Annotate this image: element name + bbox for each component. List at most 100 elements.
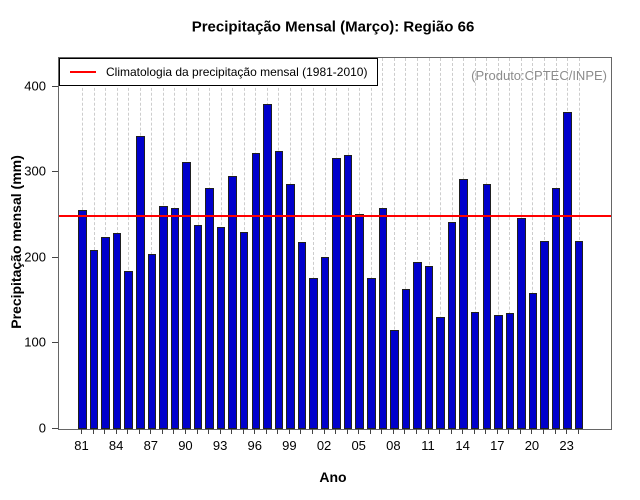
x-axis-tick <box>346 429 348 434</box>
bar-2020 <box>528 292 538 429</box>
bar-1998 <box>274 150 284 429</box>
bar-2005 <box>355 214 364 429</box>
bar-1995 <box>239 232 249 429</box>
bar-2024 <box>574 240 584 429</box>
x-axis-tick-label: 23 <box>559 438 574 453</box>
x-axis-tick-label: 17 <box>490 438 505 453</box>
bar-2003 <box>332 157 341 429</box>
bar-2018 <box>505 312 515 429</box>
x-axis-tick <box>150 429 152 434</box>
bar-2010 <box>413 262 422 429</box>
x-axis-tick <box>450 429 452 434</box>
x-axis-tick-label: 11 <box>421 438 435 453</box>
x-axis-tick <box>531 429 533 434</box>
bar-1987 <box>147 253 157 429</box>
x-axis-tick <box>208 429 210 434</box>
bar-2011 <box>424 266 434 429</box>
x-axis: 81 84 87 90 93 96 99 02 05 08 11 14 17 20 23 <box>58 429 610 474</box>
gridline <box>93 58 95 429</box>
y-axis-tick <box>52 342 58 344</box>
bar-1986 <box>136 136 145 429</box>
x-axis-tick-label: 90 <box>178 438 193 453</box>
x-axis-tick <box>127 429 129 434</box>
bar-2002 <box>320 256 330 429</box>
bar-1999 <box>286 184 295 429</box>
bar-2015 <box>470 311 480 429</box>
x-axis-tick <box>300 429 302 434</box>
x-axis-tick <box>473 429 475 434</box>
x-axis-tick-label: 14 <box>455 438 470 453</box>
x-axis-tick-label: 02 <box>316 438 332 453</box>
bar-2008 <box>390 329 399 429</box>
x-axis-tick <box>231 429 233 434</box>
x-axis-tick <box>519 429 521 434</box>
x-axis-tick <box>254 429 256 434</box>
x-axis-tick <box>323 429 325 434</box>
bar-2007 <box>378 208 388 429</box>
x-axis-tick <box>184 429 186 434</box>
bar-2009 <box>401 288 411 429</box>
bar-1993 <box>216 226 226 429</box>
x-axis-tick <box>577 429 579 434</box>
x-axis-tick <box>115 429 117 434</box>
x-axis-tick <box>554 429 556 434</box>
product-annotation: (Produto:CPTEC/INPE) <box>471 68 607 83</box>
gridline <box>532 58 534 429</box>
gridline <box>440 58 442 429</box>
x-axis-tick-label: 08 <box>386 438 401 453</box>
x-axis-tick <box>161 429 163 434</box>
chart-title: Precipitação Mensal (Março): Região 66 <box>191 18 475 36</box>
x-axis-tick <box>427 429 429 434</box>
x-axis-tick <box>277 429 279 434</box>
x-axis-tick <box>543 429 544 434</box>
x-axis-tick <box>288 429 290 434</box>
gridline <box>393 58 395 429</box>
legend-label: Climatologia da precipitação mensal (198… <box>106 65 368 79</box>
x-axis-tick <box>242 429 244 434</box>
legend: Climatologia da precipitação mensal (198… <box>59 58 379 86</box>
bar-1992 <box>205 188 214 429</box>
climatology-line <box>59 214 611 217</box>
bar-2016 <box>482 184 491 429</box>
gridline <box>497 58 499 429</box>
climatology-line-sample <box>70 71 96 73</box>
gridline <box>405 58 407 429</box>
x-axis-tick <box>381 429 383 434</box>
bar-1994 <box>228 176 237 429</box>
x-axis-tick-label: 05 <box>351 438 366 453</box>
bar-2017 <box>494 315 503 429</box>
bar-1988 <box>159 205 168 429</box>
y-axis-tick <box>52 428 58 429</box>
bar-1991 <box>193 225 203 429</box>
gridline <box>416 58 418 429</box>
gridline <box>324 58 326 429</box>
x-axis-tick <box>358 429 360 434</box>
y-axis-tick <box>52 171 58 173</box>
x-axis-tick <box>369 429 371 434</box>
bar-2000 <box>297 241 307 429</box>
plot-area: Climatologia da precipitação mensal (198… <box>58 57 612 430</box>
gridline <box>370 58 372 429</box>
x-axis-tick-label: 87 <box>143 438 159 453</box>
x-axis-tick <box>196 429 198 434</box>
bar-1990 <box>182 161 191 429</box>
y-axis-tick-label: 200 <box>24 249 46 265</box>
gridline <box>128 58 130 429</box>
bar-2019 <box>517 217 526 429</box>
x-axis-tick <box>219 429 221 434</box>
x-axis-tick <box>508 429 510 434</box>
bar-1981 <box>78 209 87 429</box>
bar-2021 <box>540 240 549 429</box>
y-axis-tick <box>52 256 58 258</box>
bar-1989 <box>170 208 180 429</box>
x-axis-tick <box>439 429 441 434</box>
x-axis-tick-label: 93 <box>212 438 228 453</box>
gridline <box>151 58 153 429</box>
y-axis: 0 100 200 300 400 <box>0 57 58 436</box>
x-axis-tick <box>265 429 267 434</box>
bar-1985 <box>124 270 133 429</box>
y-axis-tick-label: 100 <box>24 334 46 350</box>
x-axis-tick-label: 84 <box>108 438 124 453</box>
bar-2023 <box>563 112 572 429</box>
